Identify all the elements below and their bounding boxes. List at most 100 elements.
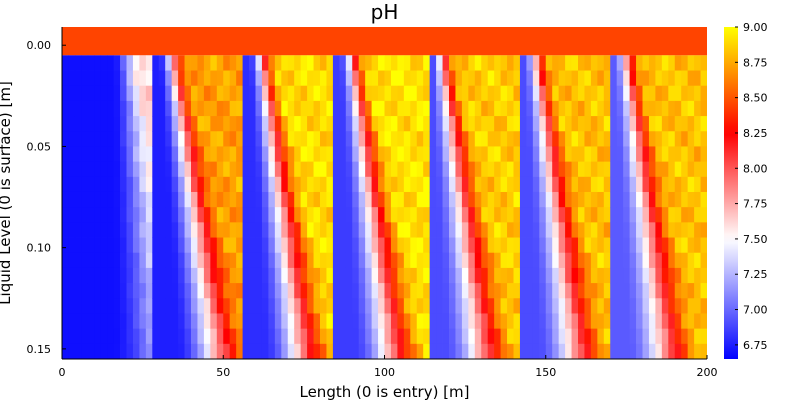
heatmap-cell [158, 85, 166, 102]
heatmap-cell [197, 100, 205, 117]
heatmap-cell [320, 313, 327, 330]
heatmap-cell [623, 328, 630, 345]
heatmap-cell [390, 55, 398, 71]
heatmap-cell [184, 131, 192, 147]
heatmap-cell [371, 298, 379, 314]
heatmap-cell [158, 283, 166, 299]
heatmap-cell [519, 146, 527, 163]
heatmap-cell [474, 161, 482, 178]
heatmap-cell [139, 116, 147, 132]
heatmap-cell [636, 55, 643, 71]
heatmap-cell [249, 116, 256, 132]
heatmap-cell [661, 70, 669, 87]
heatmap-cell [552, 222, 560, 238]
heatmap-cell [62, 222, 69, 238]
heatmap-cell [268, 131, 276, 147]
heatmap-cell [539, 100, 547, 117]
heatmap-cell [455, 70, 463, 87]
heatmap-cell [184, 176, 192, 193]
heatmap-cell [126, 161, 134, 178]
heatmap-cell [223, 116, 231, 132]
heatmap-cell [371, 267, 379, 284]
heatmap-cell [191, 70, 198, 87]
heatmap-cell [62, 267, 69, 284]
heatmap-cell [107, 343, 114, 359]
heatmap-cell [578, 116, 585, 132]
heatmap-cell [442, 298, 450, 314]
heatmap-cell [158, 298, 166, 314]
heatmap-cell [210, 85, 218, 102]
heatmap-cell [378, 283, 385, 299]
heatmap-cell [332, 131, 340, 147]
heatmap-cell [165, 237, 173, 254]
heatmap-cell [378, 70, 385, 87]
colorbar [724, 27, 738, 359]
heatmap-cell [326, 328, 334, 345]
heatmap-cell [100, 100, 108, 117]
heatmap-cell [616, 207, 624, 223]
heatmap-cell [281, 85, 289, 102]
heatmap-cell [107, 222, 114, 238]
heatmap-cell [345, 55, 353, 71]
heatmap-cell [403, 222, 411, 238]
heatmap-cell [171, 85, 179, 102]
heatmap-cell [281, 313, 289, 330]
heatmap-cell [378, 176, 385, 193]
heatmap-cell [352, 222, 360, 238]
heatmap-cell [668, 207, 676, 223]
heatmap-cell [519, 328, 527, 345]
heatmap-cell [423, 191, 431, 208]
heatmap-cell [255, 343, 263, 359]
heatmap-cell [307, 191, 314, 208]
heatmap-cell [442, 252, 450, 269]
heatmap-cell [145, 161, 153, 178]
heatmap-cell [681, 161, 689, 178]
heatmap-cell [648, 55, 656, 71]
heatmap-cell [390, 176, 398, 193]
heatmap-cell [210, 146, 218, 163]
heatmap-cell [300, 176, 308, 193]
heatmap-cell [203, 55, 211, 71]
heatmap-cell [145, 70, 153, 87]
heatmap-cell [81, 146, 89, 163]
heatmap-cell [300, 298, 308, 314]
heatmap-cell [461, 131, 469, 147]
heatmap-cell [700, 131, 707, 147]
heatmap-cell [249, 328, 256, 345]
heatmap-cell [287, 131, 295, 147]
heatmap-cell [274, 267, 282, 284]
heatmap-cell [358, 222, 366, 238]
heatmap-cell [113, 70, 121, 87]
heatmap-cell [203, 328, 211, 345]
heatmap-cell [687, 131, 695, 147]
heatmap-cell [62, 116, 69, 132]
heatmap-cell [539, 298, 547, 314]
heatmap-cell [603, 237, 611, 254]
heatmap-cell [184, 55, 192, 71]
heatmap-cell [281, 252, 289, 269]
heatmap-cell [62, 191, 69, 208]
heatmap-cell [236, 343, 243, 359]
y-axis-ticks: 0.000.050.100.15 [27, 39, 66, 356]
heatmap-cell [410, 252, 418, 269]
heatmap-cell [384, 252, 392, 269]
heatmap-cell [603, 207, 611, 223]
heatmap-cell [545, 298, 553, 314]
heatmap-cell [287, 207, 295, 223]
heatmap-cell [294, 85, 302, 102]
heatmap-cell [274, 131, 282, 147]
heatmap-cell [261, 313, 269, 330]
heatmap-cell [139, 100, 147, 117]
heatmap-cell [171, 207, 179, 223]
heatmap-cell [423, 116, 431, 132]
heatmap-cell [507, 176, 514, 193]
heatmap-cell [519, 343, 527, 359]
heatmap-cell [261, 70, 269, 87]
heatmap-cell [384, 55, 392, 71]
heatmap-cell [674, 267, 682, 284]
heatmap-cell [236, 328, 243, 345]
heatmap-cell [390, 85, 398, 102]
heatmap-cell [152, 267, 160, 284]
heatmap-cell [468, 191, 476, 208]
heatmap-cell [513, 116, 521, 132]
